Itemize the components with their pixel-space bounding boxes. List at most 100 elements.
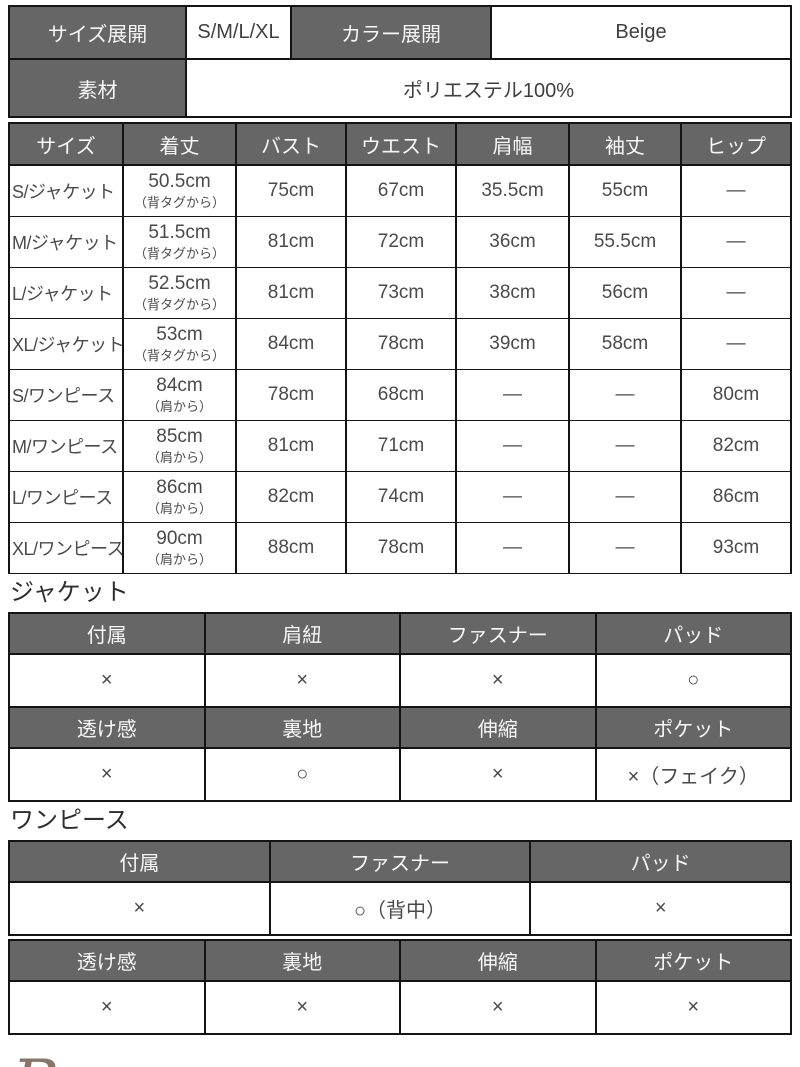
attr-value-row: × ○ × ×（フェイク） <box>8 746 792 802</box>
length-note: （肩から） <box>146 552 212 567</box>
table-row: M/ジャケット 51.5cm （背タグから） 81cm 72cm 36cm 55.… <box>8 216 792 268</box>
attr-pad-value: × <box>529 880 792 936</box>
attr-pocket: ポケット <box>594 705 792 749</box>
attr-header-row: 透け感 裏地 伸縮 ポケット <box>8 938 792 982</box>
length-cell: 86cm （肩から） <box>122 471 237 523</box>
length-cell: 53cm （背タグから） <box>122 318 237 370</box>
waist-cell: 68cm <box>345 369 457 421</box>
attr-value-row: × ○（背中） × <box>8 880 792 936</box>
hip-cell: 80cm <box>680 369 792 421</box>
color-range-label: カラー展開 <box>290 5 492 60</box>
shoulder-cell: 36cm <box>455 216 570 268</box>
col-sleeve: 袖丈 <box>568 122 682 166</box>
length-cell: 50.5cm （背タグから） <box>122 164 237 217</box>
shoulder-cell: 35.5cm <box>455 164 570 217</box>
table-row: L/ワンピース 86cm （肩から） 82cm 74cm ― ― 86cm <box>8 471 792 523</box>
waist-cell: 67cm <box>345 164 457 217</box>
jacket-section-title: ジャケット <box>10 579 129 606</box>
table-row: S/ワンピース 84cm （肩から） 78cm 68cm ― ― 80cm <box>8 369 792 421</box>
length-note: （背タグから） <box>133 195 225 210</box>
length-note: （肩から） <box>146 399 212 414</box>
col-waist: ウエスト <box>345 122 457 166</box>
bust-cell: 84cm <box>235 318 347 370</box>
attr-strap-value: × <box>203 652 401 708</box>
onepiece-section-title: ワンピース <box>10 806 129 834</box>
attr-pad: パッド <box>529 839 792 883</box>
brand-name: Belsia <box>12 1051 242 1067</box>
length-value: 52.5cm <box>148 273 211 294</box>
col-size: サイズ <box>8 122 124 166</box>
sleeve-cell: 55cm <box>568 164 682 217</box>
jacket-attr-table: 付属 肩紐 ファスナー パッド × × × ○ 透け感 裏地 伸縮 ポケット ×… <box>8 611 792 802</box>
hip-cell: 82cm <box>680 420 792 472</box>
size-name: XL/ジャケット <box>8 318 124 370</box>
length-value: 84cm <box>156 375 203 396</box>
table-row: M/ワンピース 85cm （肩から） 81cm 71cm ― ― 82cm <box>8 420 792 472</box>
size-name: S/ジャケット <box>8 164 124 217</box>
col-shoulder: 肩幅 <box>455 122 570 166</box>
size-range-value: S/M/L/XL <box>185 5 292 60</box>
sleeve-cell: 56cm <box>568 267 682 319</box>
attr-stretch-value: × <box>399 979 597 1035</box>
attr-accessory: 付属 <box>8 839 271 883</box>
attr-pad: パッド <box>594 611 792 655</box>
hip-cell: ― <box>680 318 792 370</box>
waist-cell: 72cm <box>345 216 457 268</box>
attr-stretch-value: × <box>399 746 597 802</box>
sleeve-cell: ― <box>568 522 682 574</box>
attr-zipper: ファスナー <box>399 611 597 655</box>
table-row: XL/ジャケット 53cm （背タグから） 84cm 78cm 39cm 58cm… <box>8 318 792 370</box>
size-table-header-row: サイズ 着丈 バスト ウエスト 肩幅 袖丈 ヒップ <box>8 122 792 166</box>
length-cell: 51.5cm （背タグから） <box>122 216 237 268</box>
bust-cell: 75cm <box>235 164 347 217</box>
length-cell: 84cm （肩から） <box>122 369 237 421</box>
attr-pad-value: ○ <box>594 652 792 708</box>
attr-header-row: 付属 肩紐 ファスナー パッド <box>8 611 792 655</box>
material-label: 素材 <box>8 58 187 118</box>
sleeve-cell: 58cm <box>568 318 682 370</box>
size-table: サイズ 着丈 バスト ウエスト 肩幅 袖丈 ヒップ S/ジャケット 50.5cm… <box>8 122 792 574</box>
shoulder-cell: ― <box>455 522 570 574</box>
attr-accessory: 付属 <box>8 611 206 655</box>
attr-zipper-value: × <box>399 652 597 708</box>
waist-cell: 74cm <box>345 471 457 523</box>
attr-strap: 肩紐 <box>203 611 401 655</box>
size-name: L/ワンピース <box>8 471 124 523</box>
shoulder-cell: ― <box>455 369 570 421</box>
bust-cell: 82cm <box>235 471 347 523</box>
hip-cell: ― <box>680 267 792 319</box>
waist-cell: 73cm <box>345 267 457 319</box>
attr-accessory-value: × <box>8 880 271 936</box>
table-row: S/ジャケット 50.5cm （背タグから） 75cm 67cm 35.5cm 5… <box>8 164 792 217</box>
bust-cell: 81cm <box>235 420 347 472</box>
table-row: L/ジャケット 52.5cm （背タグから） 81cm 73cm 38cm 56c… <box>8 267 792 319</box>
length-note: （肩から） <box>146 450 212 465</box>
size-name: M/ワンピース <box>8 420 124 472</box>
brand-logo: Belsia PRODUCED BY CELEBY <box>12 1051 242 1067</box>
attr-lining-value: ○ <box>203 746 401 802</box>
length-note: （肩から） <box>146 501 212 516</box>
table-row: XL/ワンピース 90cm （肩から） 88cm 78cm ― ― 93cm <box>8 522 792 574</box>
waist-cell: 78cm <box>345 522 457 574</box>
attr-header-row: 透け感 裏地 伸縮 ポケット <box>8 705 792 749</box>
sleeve-cell: ― <box>568 471 682 523</box>
hip-cell: 93cm <box>680 522 792 574</box>
sleeve-cell: ― <box>568 420 682 472</box>
length-note: （背タグから） <box>133 246 225 261</box>
attr-header-row: 付属 ファスナー パッド <box>8 839 792 883</box>
attr-value-row: × × × × <box>8 979 792 1035</box>
length-note: （背タグから） <box>133 348 225 363</box>
attr-zipper: ファスナー <box>268 839 532 883</box>
length-value: 50.5cm <box>148 171 211 192</box>
bust-cell: 81cm <box>235 216 347 268</box>
bust-cell: 88cm <box>235 522 347 574</box>
color-range-value: Beige <box>490 5 792 60</box>
waist-cell: 78cm <box>345 318 457 370</box>
attr-sheerness: 透け感 <box>8 938 206 982</box>
length-value: 51.5cm <box>148 222 211 243</box>
size-name: S/ワンピース <box>8 369 124 421</box>
bust-cell: 81cm <box>235 267 347 319</box>
length-cell: 90cm （肩から） <box>122 522 237 574</box>
attr-lining: 裏地 <box>203 938 401 982</box>
